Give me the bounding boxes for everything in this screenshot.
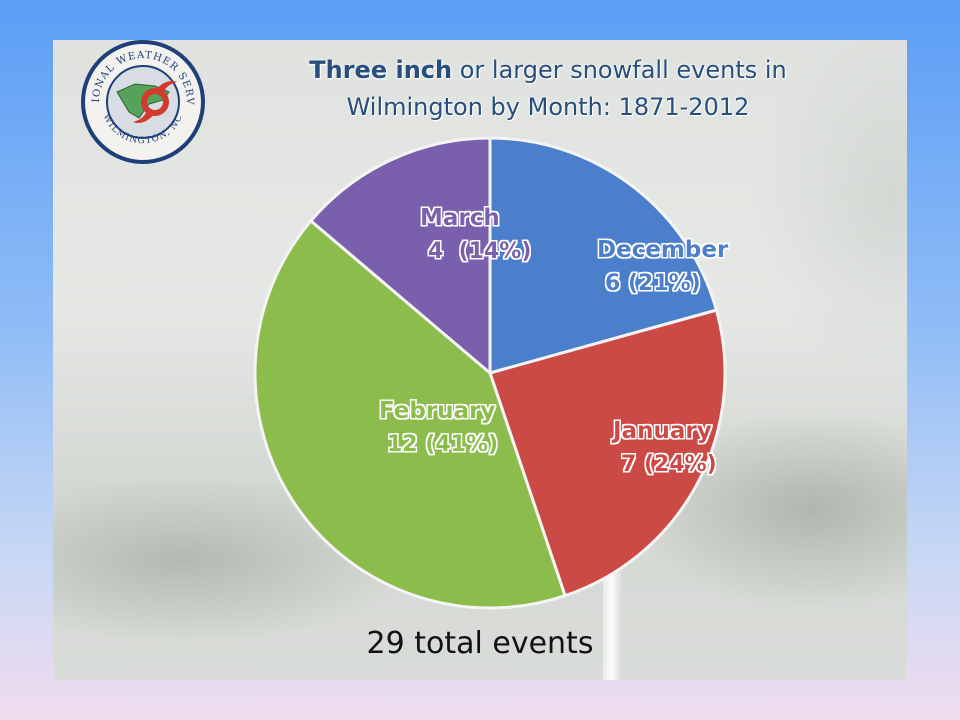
pie-chart: December 6 (21%) January 7 (24%) February 12 …	[253, 136, 729, 610]
title-emphasis: Three inch	[309, 56, 453, 84]
total-events-label: 29 total events	[366, 626, 594, 661]
title-line2: Wilmington by Month: 1871-2012	[346, 93, 750, 121]
slice-label-february: February 12 (41%)	[379, 398, 498, 457]
slice-name-march: March	[420, 205, 500, 231]
slice-name-january: January	[611, 418, 712, 444]
slice-value-february: 12 (41%)	[387, 432, 498, 457]
title-line1-rest: or larger snowfall events in	[452, 56, 787, 84]
slice-value-march: 4 (14%)	[428, 239, 531, 264]
pie-slice-january	[488, 308, 727, 598]
slice-name-february: February	[379, 398, 495, 424]
chart-title: Three inch or larger snowfall events in …	[213, 52, 883, 126]
slice-label-march: March 4 (14%)	[420, 205, 531, 264]
pie-slice-february	[253, 218, 567, 610]
hurricane-symbol-icon	[133, 80, 177, 124]
slice-value-january: 7 (24%)	[621, 452, 717, 477]
slide-panel: NATIONAL WEATHER SERVICE WILMINGTON, NC …	[53, 40, 907, 680]
pie-slice-december	[488, 136, 719, 375]
slice-label-january: January 7 (24%)	[611, 418, 717, 477]
slice-label-december: December 6 (21%)	[597, 237, 729, 296]
background-sign-pole	[603, 560, 621, 680]
pie-slice-march	[308, 136, 492, 377]
slice-value-december: 6 (21%)	[605, 271, 701, 296]
slice-name-december: December	[597, 237, 729, 263]
nws-logo: NATIONAL WEATHER SERVICE WILMINGTON, NC	[77, 40, 205, 164]
